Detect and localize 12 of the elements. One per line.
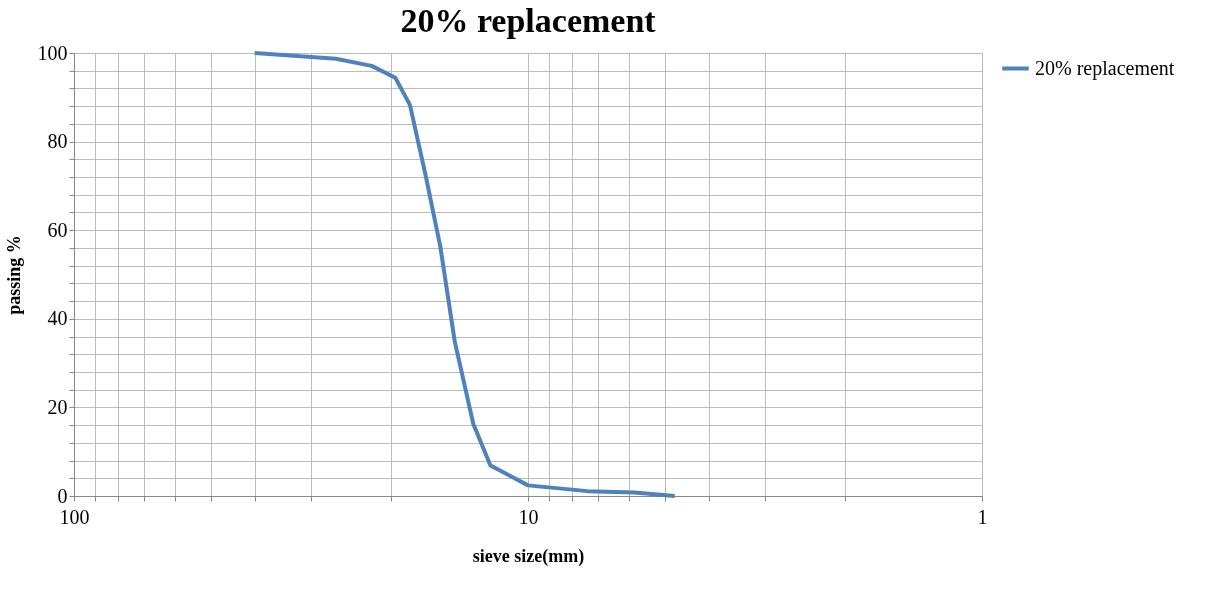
- x-tick-label: 10: [518, 505, 539, 528]
- y-tick-label: 20: [47, 395, 68, 418]
- y-axis-title: passing %: [3, 235, 24, 315]
- y-tick-label: 80: [47, 130, 68, 153]
- y-tick-label: 40: [47, 307, 68, 330]
- y-tick-label: 100: [37, 41, 68, 64]
- y-tick-label: 60: [47, 218, 68, 241]
- x-axis-title: sieve size(mm): [472, 545, 585, 567]
- legend-label: 20% replacement: [1035, 56, 1175, 80]
- chart-title: 20% replacement: [400, 2, 657, 39]
- x-tick-label: 1: [977, 505, 988, 528]
- y-tick-label: 0: [57, 484, 68, 507]
